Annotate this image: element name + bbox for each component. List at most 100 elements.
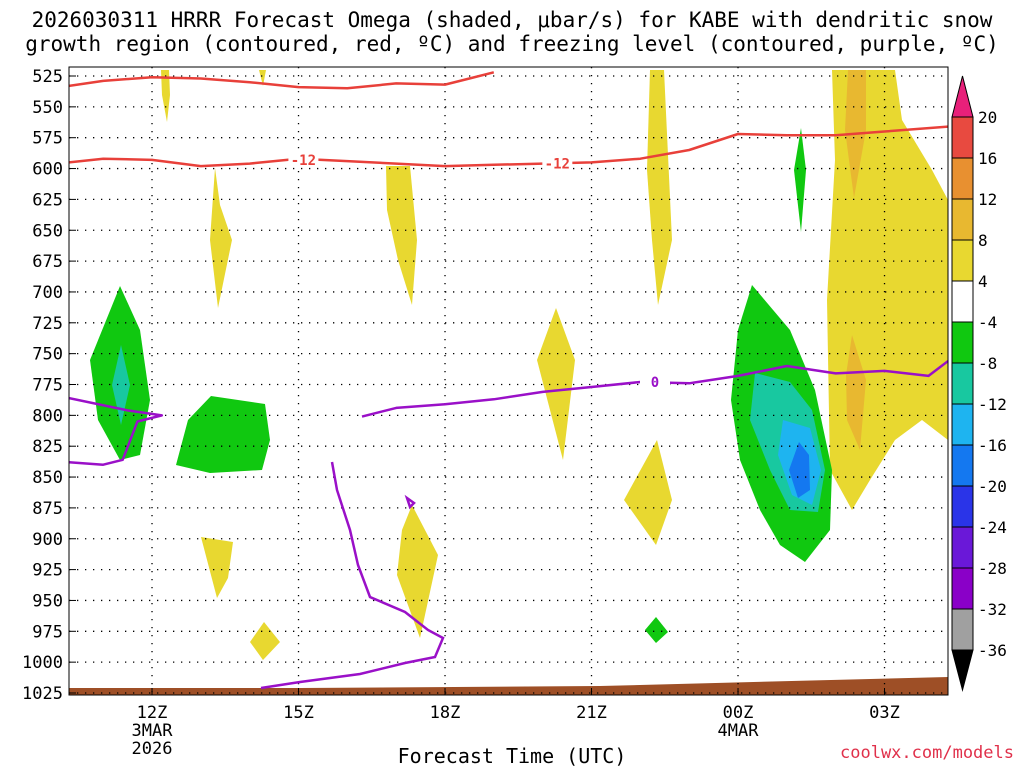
x-axis-label: Forecast Time (UTC) [397,744,627,768]
colorbar-label: -16 [978,436,1007,455]
colorbar-label: 20 [978,108,997,127]
colorbar-segment [951,362,974,405]
y-tick-label: 950 [32,591,63,611]
y-tick-label: 625 [32,190,63,210]
colorbar-segment [951,280,974,323]
colorbar-label: -12 [978,395,1007,414]
omega-descent-region [250,622,280,660]
y-tick-label: 1025 [22,684,63,704]
omega-descent-region [647,70,672,305]
dgz-contour [69,125,948,168]
y-tick-label: 850 [32,468,63,488]
omega-descent-region [161,70,170,122]
colorbar-segment [951,321,974,364]
contour-label: -12 [291,153,316,169]
y-tick-label: 525 [32,67,63,87]
x-tick-label: 00Z [723,703,754,723]
colorbar-label: -8 [978,354,997,373]
y-tick-label: 1000 [22,653,63,673]
omega-descent-region [624,440,672,545]
omega-ascent-core [789,442,810,498]
y-tick-label: 750 [32,345,63,365]
colorbar-label: 16 [978,149,997,168]
y-tick-label: 675 [32,252,63,272]
chart-title-line1: 2026030311 HRRR Forecast Omega (shaded, … [31,8,993,32]
colorbar-min-arrow [951,649,974,692]
colorbar-segment [951,403,974,446]
colorbar-segment [951,526,974,569]
y-tick-label: 825 [32,437,63,457]
omega-descent-region [386,166,417,305]
colorbar-segment [951,239,974,282]
contour-label-bg [640,373,670,390]
y-tick-label: 700 [32,283,63,303]
contour-label-bg [288,150,319,167]
freezing-level-surface [260,461,445,690]
y-tick-label: 900 [32,530,63,550]
colorbar-label: 4 [978,272,988,291]
y-tick-label: 650 [32,221,63,241]
omega-descent-region [201,537,233,598]
x-tick-date: 4MAR [718,721,760,741]
x-tick-date: 3MAR [132,721,174,741]
colorbar-segment [951,198,974,241]
omega-descent-region [397,505,438,638]
y-tick-label: 975 [32,622,63,642]
y-axis: 525 550 575 600 625 650 675 700 725 750 775 800 825 8… [22,67,76,704]
x-tick-label: 21Z [576,703,607,723]
colorbar-label: -24 [978,518,1007,537]
omega-descent-region [210,168,232,308]
site-credit[interactable]: coolwx.com/models [840,743,1014,763]
omega-ascent-region [794,128,806,232]
omega-descent-region [537,308,575,460]
y-tick-label: 925 [32,561,63,581]
colorbar-segment [951,157,974,200]
y-tick-label: 800 [32,406,63,426]
contour-label: -12 [545,157,570,173]
colorbar-label: -28 [978,559,1007,578]
colorbar-segment [951,444,974,487]
x-tick-label: 18Z [430,703,461,723]
x-tick-label: 03Z [869,703,900,723]
freezing-level-contour [69,396,164,466]
ground-surface [69,677,948,695]
x-tick-label: 12Z [137,703,168,723]
contour-labels: -12 -12 0 [288,150,670,391]
omega-descent-region [827,70,948,510]
contour-lines [69,71,948,690]
colorbar-segment [951,485,974,528]
x-tick-year: 2026 [132,739,173,759]
gridlines [69,67,948,695]
y-tick-label: 550 [32,98,63,118]
colorbar-label: 8 [978,231,988,250]
omega-descent-core [846,335,866,450]
colorbar: -36 -32 -28 -24 -20 -16 -12 -8 -4 4 8 12 16 20 [951,75,1007,692]
dgz-contour [69,71,495,90]
omega-ascent-region [176,396,270,473]
contour-label-bg [542,154,573,171]
x-tick-label: 15Z [283,703,314,723]
colorbar-segment [951,567,974,610]
colorbar-label: -36 [978,641,1007,660]
colorbar-label: -4 [978,313,997,332]
y-tick-label: 600 [32,160,63,180]
y-tick-label: 725 [32,314,63,334]
plot-frame [68,66,949,696]
omega-descent-region [259,70,266,86]
colorbar-max-arrow [951,75,974,118]
omega-ascent-region [645,617,668,643]
colorbar-segment [951,116,974,159]
colorbar-label: -20 [978,477,1007,496]
contour-label: 0 [651,375,659,391]
colorbar-label: -32 [978,600,1007,619]
omega-ascent-core [112,345,130,425]
y-tick-label: 575 [32,129,63,149]
colorbar-segment [951,608,974,651]
colorbar-label: 12 [978,190,997,209]
chart-title-line2: growth region (contoured, red, ºC) and f… [25,32,999,56]
y-tick-label: 875 [32,499,63,519]
freezing-level-loop [404,494,416,510]
y-tick-label: 775 [32,376,63,396]
